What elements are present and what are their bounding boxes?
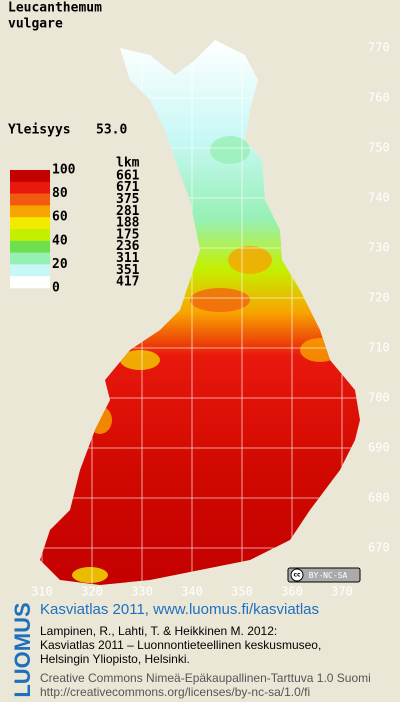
y-tick-label: 770 [368, 41, 390, 55]
title: Leucanthemum [8, 1, 102, 16]
legend-scale-label: 40 [52, 233, 68, 248]
license: http://creativecommons.org/licenses/by-n… [40, 685, 310, 699]
axes: 770 760 750 740 730 720 710 700 690 680 670 310 320 3… [31, 41, 390, 599]
y-tick-label: 750 [368, 141, 390, 155]
y-tick-label: 730 [368, 241, 390, 255]
y-tick-label: 690 [368, 441, 390, 455]
x-tick-label: 340 [181, 585, 203, 599]
legend-swatch [10, 252, 50, 265]
legend-swatch [10, 205, 50, 218]
legend-count: 188 [116, 216, 140, 231]
y-tick-label: 700 [368, 391, 390, 405]
legend-swatch [10, 264, 50, 277]
legend-swatch [10, 181, 50, 194]
legend-scale-label: 0 [52, 281, 60, 296]
legend-swatch [10, 217, 50, 230]
x-tick-label: 320 [81, 585, 103, 599]
count-header: lkm [116, 156, 140, 171]
x-tick-label: 350 [231, 585, 253, 599]
legend-swatch [10, 229, 50, 242]
logo: LUOMUS [10, 602, 35, 697]
legend-scale-label: 60 [52, 210, 68, 225]
legend-count: 281 [116, 204, 140, 219]
y-tick-label: 760 [368, 91, 390, 105]
footer-heading: Kasviatlas 2011, www.luomus.fi/kasviatla… [40, 601, 319, 618]
legend-count: 351 [116, 263, 140, 278]
svg-text:cc: cc [293, 572, 301, 579]
x-tick-label: 330 [131, 585, 153, 599]
x-tick-label: 310 [31, 585, 53, 599]
license: Creative Commons Nimeä-Epäkaupallinen-Ta… [40, 671, 371, 685]
legend-scale-label: 80 [52, 186, 68, 201]
y-tick-label: 740 [368, 191, 390, 205]
legend-count: 375 [116, 192, 139, 207]
license-badge: cc BY-NC-SA [287, 567, 361, 583]
y-tick-label: 670 [368, 541, 390, 555]
legend-count: 175 [116, 227, 139, 242]
citation: Lampinen, R., Lahti, T. & Heikkinen M. 2… [40, 624, 277, 638]
x-tick-label: 360 [281, 585, 303, 599]
finland [40, 40, 360, 585]
frequency-label: Yleisyys [8, 123, 71, 138]
legend-count: 661 [116, 168, 140, 183]
title: vulgare [8, 17, 63, 32]
license-badge-text: BY-NC-SA [309, 571, 348, 580]
legend-scale-label: 20 [52, 257, 68, 272]
legend-swatch [10, 276, 50, 289]
y-tick-label: 680 [368, 491, 390, 505]
legend-count: 417 [116, 275, 139, 290]
legend-swatch [10, 240, 50, 253]
legend-count: 236 [116, 239, 140, 254]
legend-count: 311 [116, 251, 140, 266]
y-tick-label: 720 [368, 291, 390, 305]
citation: Helsingin Yliopisto, Helsinki. [40, 652, 190, 666]
x-tick-label: 370 [331, 585, 353, 599]
legend-scale-label: 100 [52, 163, 76, 178]
legend-swatch [10, 193, 50, 206]
y-tick-label: 710 [368, 341, 390, 355]
citation: Kasviatlas 2011 – Luonnontieteellinen ke… [40, 638, 321, 652]
legend-count: 671 [116, 180, 140, 195]
frequency-value: 53.0 [96, 123, 127, 138]
legend-swatch [10, 170, 50, 183]
